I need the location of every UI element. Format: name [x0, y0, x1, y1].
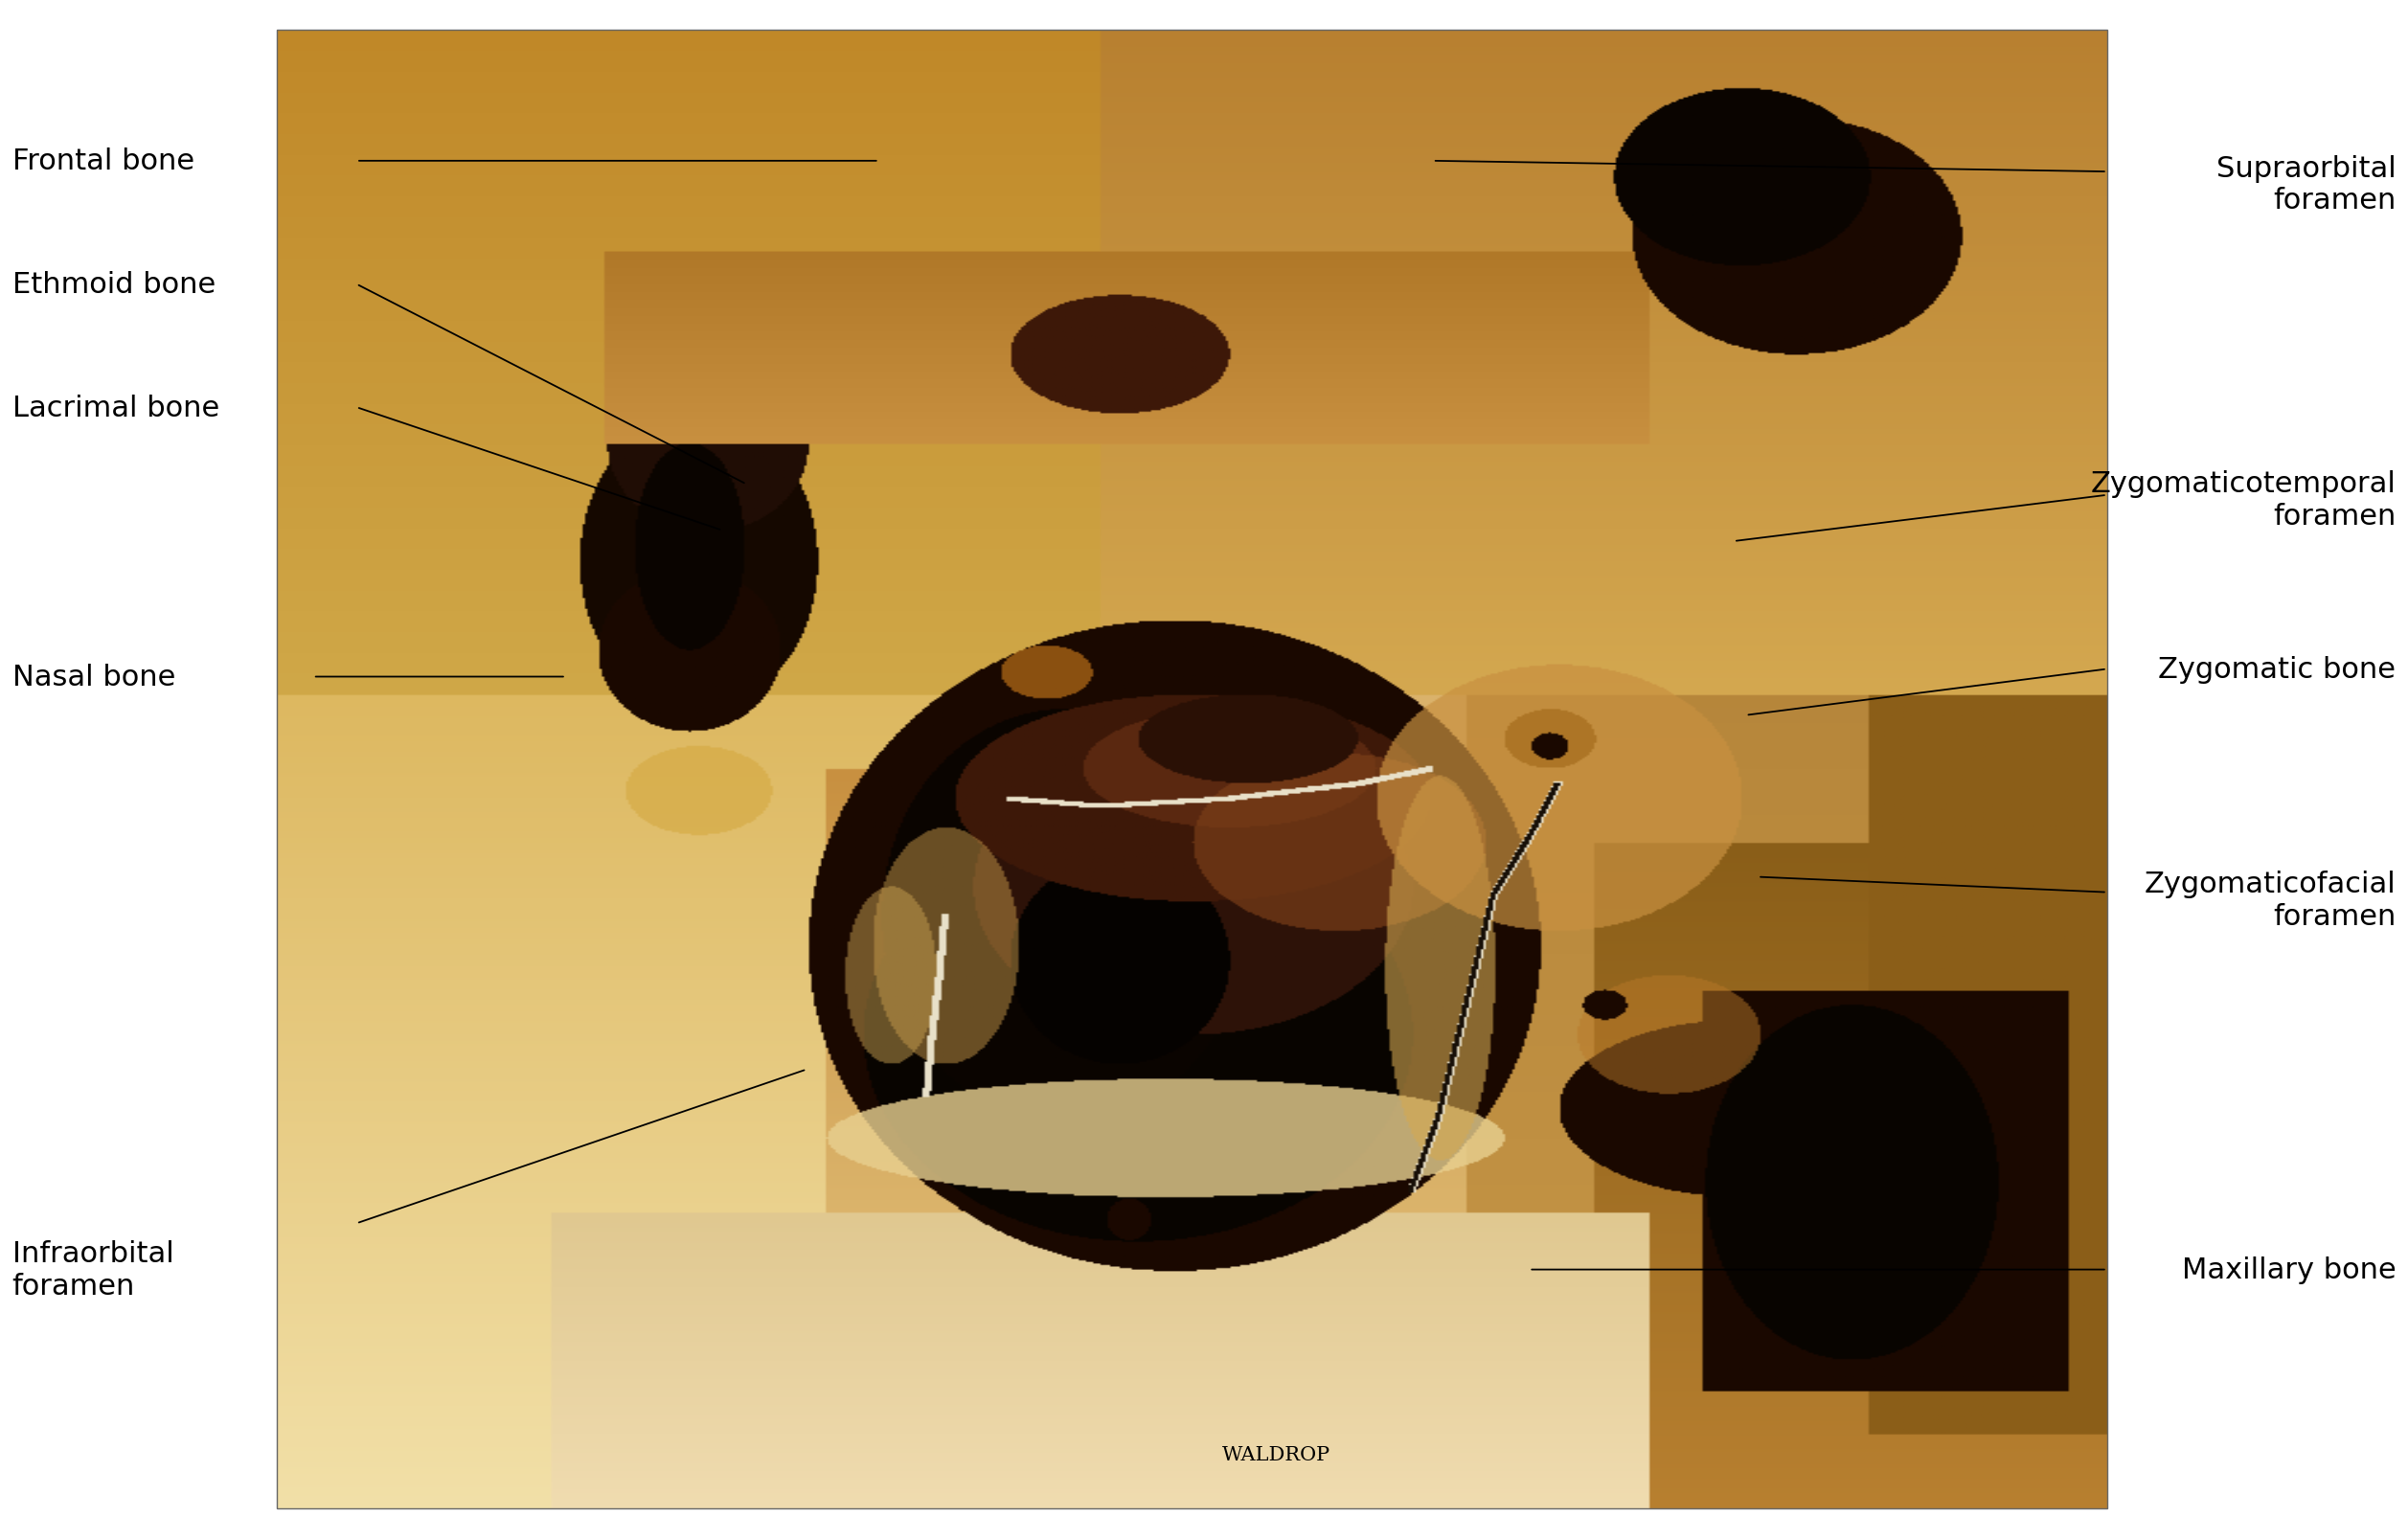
Text: Ethmoid bone: Ethmoid bone [12, 271, 214, 299]
Bar [277, 31, 2107, 1508]
Text: Infraorbital
foramen: Infraorbital foramen [12, 1240, 173, 1299]
Text: WALDROP: WALDROP [1223, 1445, 1329, 1464]
Text: Zygomaticofacial
foramen: Zygomaticofacial foramen [2143, 871, 2396, 930]
Text: Lacrimal bone: Lacrimal bone [12, 394, 219, 422]
Text: Frontal bone: Frontal bone [12, 148, 195, 175]
Text: Supraorbital
foramen: Supraorbital foramen [2215, 155, 2396, 214]
Text: Maxillary bone: Maxillary bone [2182, 1256, 2396, 1284]
Text: Zygomatic bone: Zygomatic bone [2158, 656, 2396, 683]
Text: Zygomaticotemporal
foramen: Zygomaticotemporal foramen [2090, 471, 2396, 529]
Text: Nasal bone: Nasal bone [12, 663, 176, 691]
